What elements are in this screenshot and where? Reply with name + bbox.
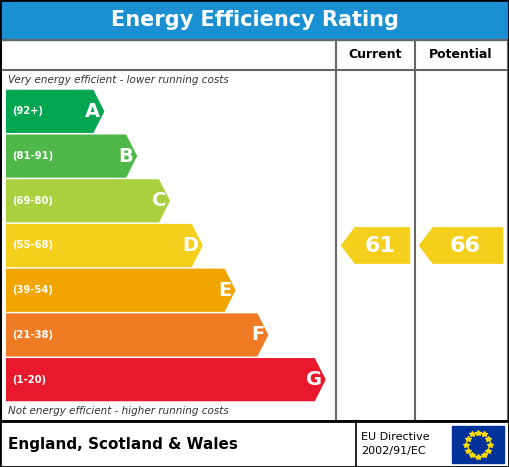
Bar bbox=[1, 40, 508, 421]
Text: 61: 61 bbox=[364, 235, 395, 255]
Text: (55-68): (55-68) bbox=[12, 241, 53, 250]
Text: Potential: Potential bbox=[429, 49, 493, 62]
Text: Current: Current bbox=[349, 49, 402, 62]
Polygon shape bbox=[6, 134, 137, 177]
Polygon shape bbox=[6, 358, 326, 401]
Text: E: E bbox=[218, 281, 232, 300]
Polygon shape bbox=[341, 227, 410, 264]
Text: D: D bbox=[183, 236, 199, 255]
Text: (92+): (92+) bbox=[12, 106, 43, 116]
Polygon shape bbox=[6, 313, 268, 356]
Text: (39-54): (39-54) bbox=[12, 285, 53, 295]
Polygon shape bbox=[6, 179, 170, 222]
Bar bbox=[0, 0, 509, 40]
Polygon shape bbox=[6, 269, 236, 312]
Text: (81-91): (81-91) bbox=[12, 151, 53, 161]
Text: A: A bbox=[86, 102, 100, 121]
Text: (69-80): (69-80) bbox=[12, 196, 53, 206]
Text: England, Scotland & Wales: England, Scotland & Wales bbox=[8, 437, 238, 452]
Text: B: B bbox=[119, 147, 133, 166]
Text: G: G bbox=[306, 370, 322, 389]
Polygon shape bbox=[6, 90, 104, 133]
Text: EU Directive
2002/91/EC: EU Directive 2002/91/EC bbox=[361, 432, 430, 456]
Polygon shape bbox=[419, 227, 503, 264]
Text: 66: 66 bbox=[449, 235, 480, 255]
Text: F: F bbox=[251, 325, 264, 345]
Text: (1-20): (1-20) bbox=[12, 375, 46, 385]
Text: C: C bbox=[152, 191, 166, 210]
Text: Energy Efficiency Rating: Energy Efficiency Rating bbox=[110, 10, 399, 30]
Polygon shape bbox=[6, 224, 203, 267]
Text: Very energy efficient - lower running costs: Very energy efficient - lower running co… bbox=[8, 75, 229, 85]
Text: Not energy efficient - higher running costs: Not energy efficient - higher running co… bbox=[8, 406, 229, 416]
Bar bbox=[452, 426, 504, 463]
Text: (21-38): (21-38) bbox=[12, 330, 53, 340]
